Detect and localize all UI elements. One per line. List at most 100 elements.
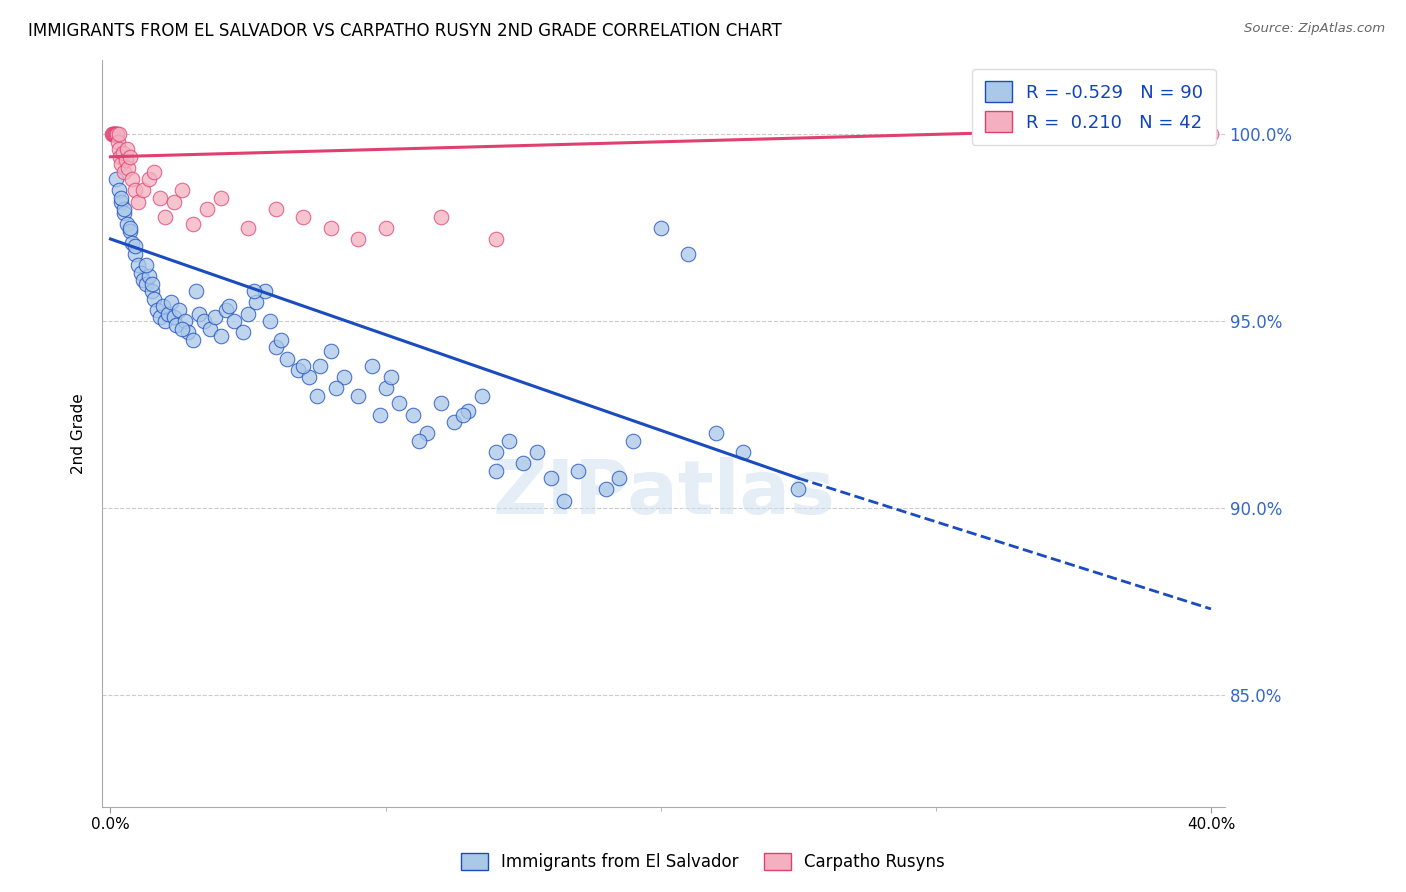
Point — [308, 359, 330, 373]
Point — [167, 303, 190, 318]
Point — [733, 445, 755, 459]
Point — [166, 318, 188, 332]
Point — [152, 299, 174, 313]
Point — [107, 183, 129, 197]
Point — [112, 164, 135, 178]
Point — [540, 471, 562, 485]
Point — [443, 415, 465, 429]
Point — [360, 359, 382, 373]
Point — [287, 363, 309, 377]
Point — [181, 333, 204, 347]
Y-axis label: 2nd Grade: 2nd Grade — [72, 392, 86, 474]
Point — [110, 191, 132, 205]
Point — [485, 445, 508, 459]
Point — [187, 307, 209, 321]
Point — [146, 303, 169, 318]
Point — [101, 128, 124, 142]
Point — [236, 307, 259, 321]
Point — [242, 285, 264, 299]
Point — [107, 142, 129, 156]
Point — [118, 150, 141, 164]
Point — [457, 404, 479, 418]
Point — [103, 128, 125, 142]
Point — [132, 183, 155, 197]
Point — [138, 269, 160, 284]
Point — [141, 285, 163, 299]
Point — [110, 157, 132, 171]
Point — [176, 326, 198, 340]
Point — [141, 277, 163, 291]
Point — [595, 483, 617, 497]
Point — [181, 217, 204, 231]
Point — [104, 128, 127, 142]
Point — [408, 434, 430, 448]
Point — [253, 285, 276, 299]
Point — [135, 258, 157, 272]
Point — [380, 370, 402, 384]
Point — [135, 277, 157, 291]
Point — [270, 333, 292, 347]
Point — [787, 483, 810, 497]
Point — [115, 142, 138, 156]
Point — [264, 340, 287, 354]
Point — [416, 426, 439, 441]
Point — [485, 232, 508, 246]
Point — [114, 153, 136, 168]
Point — [567, 464, 589, 478]
Point — [553, 493, 575, 508]
Point — [173, 314, 195, 328]
Point — [115, 217, 138, 231]
Point — [231, 326, 253, 340]
Point — [1199, 128, 1222, 142]
Point — [374, 220, 396, 235]
Point — [118, 220, 141, 235]
Point — [155, 210, 177, 224]
Point — [193, 314, 215, 328]
Point — [650, 220, 672, 235]
Point — [132, 273, 155, 287]
Point — [184, 285, 207, 299]
Point — [215, 303, 238, 318]
Point — [204, 310, 226, 325]
Point — [101, 128, 124, 142]
Point — [292, 210, 315, 224]
Point — [170, 183, 193, 197]
Point — [451, 408, 474, 422]
Point — [124, 183, 146, 197]
Point — [138, 172, 160, 186]
Point — [512, 456, 534, 470]
Point — [264, 202, 287, 216]
Point — [276, 351, 298, 366]
Point — [124, 247, 146, 261]
Point — [112, 206, 135, 220]
Point — [104, 172, 127, 186]
Point — [676, 247, 699, 261]
Text: IMMIGRANTS FROM EL SALVADOR VS CARPATHO RUSYN 2ND GRADE CORRELATION CHART: IMMIGRANTS FROM EL SALVADOR VS CARPATHO … — [28, 22, 782, 40]
Point — [319, 220, 342, 235]
Point — [121, 235, 143, 250]
Point — [209, 329, 232, 343]
Point — [112, 202, 135, 216]
Point — [236, 220, 259, 235]
Point — [319, 344, 342, 359]
Point — [325, 381, 347, 395]
Point — [118, 225, 141, 239]
Point — [292, 359, 315, 373]
Point — [121, 172, 143, 186]
Point — [297, 370, 319, 384]
Point — [103, 128, 125, 142]
Point — [429, 210, 451, 224]
Point — [149, 191, 172, 205]
Point — [333, 370, 356, 384]
Point — [157, 307, 180, 321]
Point — [127, 194, 149, 209]
Point — [104, 128, 127, 142]
Point — [110, 194, 132, 209]
Point — [305, 389, 328, 403]
Point — [704, 426, 727, 441]
Point — [108, 150, 131, 164]
Point — [609, 471, 631, 485]
Point — [160, 295, 183, 310]
Point — [347, 232, 370, 246]
Point — [224, 314, 246, 328]
